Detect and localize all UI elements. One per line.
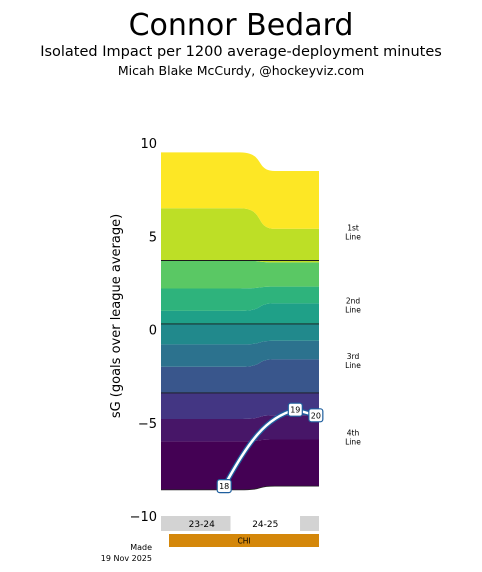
- y-tick-minus-5: −5: [138, 417, 157, 432]
- made-date: 19 Nov 2025: [101, 554, 152, 563]
- impact-band-5: [161, 340, 319, 367]
- impact-band-11: [161, 152, 319, 229]
- team-bar: [169, 534, 319, 547]
- chart-credit: Micah Blake McCurdy, @hockeyviz.com: [118, 63, 364, 78]
- line-label-2: 2nd Line: [345, 296, 361, 314]
- impact-band-8: [161, 286, 319, 311]
- line-labels: 1st Line 2nd Line 3rd Line 4th Line: [345, 224, 361, 447]
- age-marker-label-19: 19: [290, 406, 300, 415]
- impact-band-1: [161, 439, 319, 490]
- line-label-3: 3rd Line: [345, 352, 361, 370]
- season-label-2: 24-25: [252, 520, 278, 530]
- age-marker-box-18: [216, 479, 232, 494]
- y-tick-0: 0: [149, 324, 157, 339]
- impact-band-3: [161, 392, 319, 420]
- season-block-2: [230, 516, 301, 531]
- made-label: Made: [130, 543, 152, 552]
- season-block-3: [300, 516, 319, 531]
- season-label-1: 23-24: [189, 520, 215, 530]
- age-marker-box-20: [308, 408, 324, 423]
- line-label-1: 1st Line: [345, 224, 361, 242]
- line-separators: [161, 260, 319, 394]
- impact-band-10: [161, 208, 319, 263]
- y-tick-10: 10: [140, 137, 157, 152]
- age-trajectory: 18 19 20: [216, 402, 324, 494]
- y-tick-5: 5: [149, 230, 157, 245]
- impact-band-6: [161, 323, 319, 345]
- impact-bands: [161, 152, 319, 491]
- impact-band-7: [161, 303, 319, 324]
- chart-title: Connor Bedard: [129, 8, 354, 43]
- y-axis: 10 5 0 −5 −10: [130, 137, 157, 525]
- team-label: CHI: [237, 537, 250, 546]
- impact-band-2: [161, 415, 319, 442]
- season-block-1: [161, 516, 231, 531]
- chart-subtitle: Isolated Impact per 1200 average-deploym…: [40, 44, 442, 60]
- age-marker-label-18: 18: [219, 482, 229, 491]
- impact-band-9: [161, 260, 319, 289]
- team-strip: CHI: [169, 534, 319, 547]
- y-axis-label: sG (goals over league average): [109, 214, 124, 418]
- age-marker-box-19: [287, 402, 303, 417]
- impact-band-4: [161, 359, 319, 393]
- band-bottom-edge: [161, 485, 319, 491]
- season-strip: 23-24 24-25: [161, 516, 319, 531]
- age-marker-label-20: 20: [311, 411, 321, 420]
- y-tick-minus-10: −10: [130, 510, 157, 525]
- line-label-4: 4th Line: [345, 429, 361, 447]
